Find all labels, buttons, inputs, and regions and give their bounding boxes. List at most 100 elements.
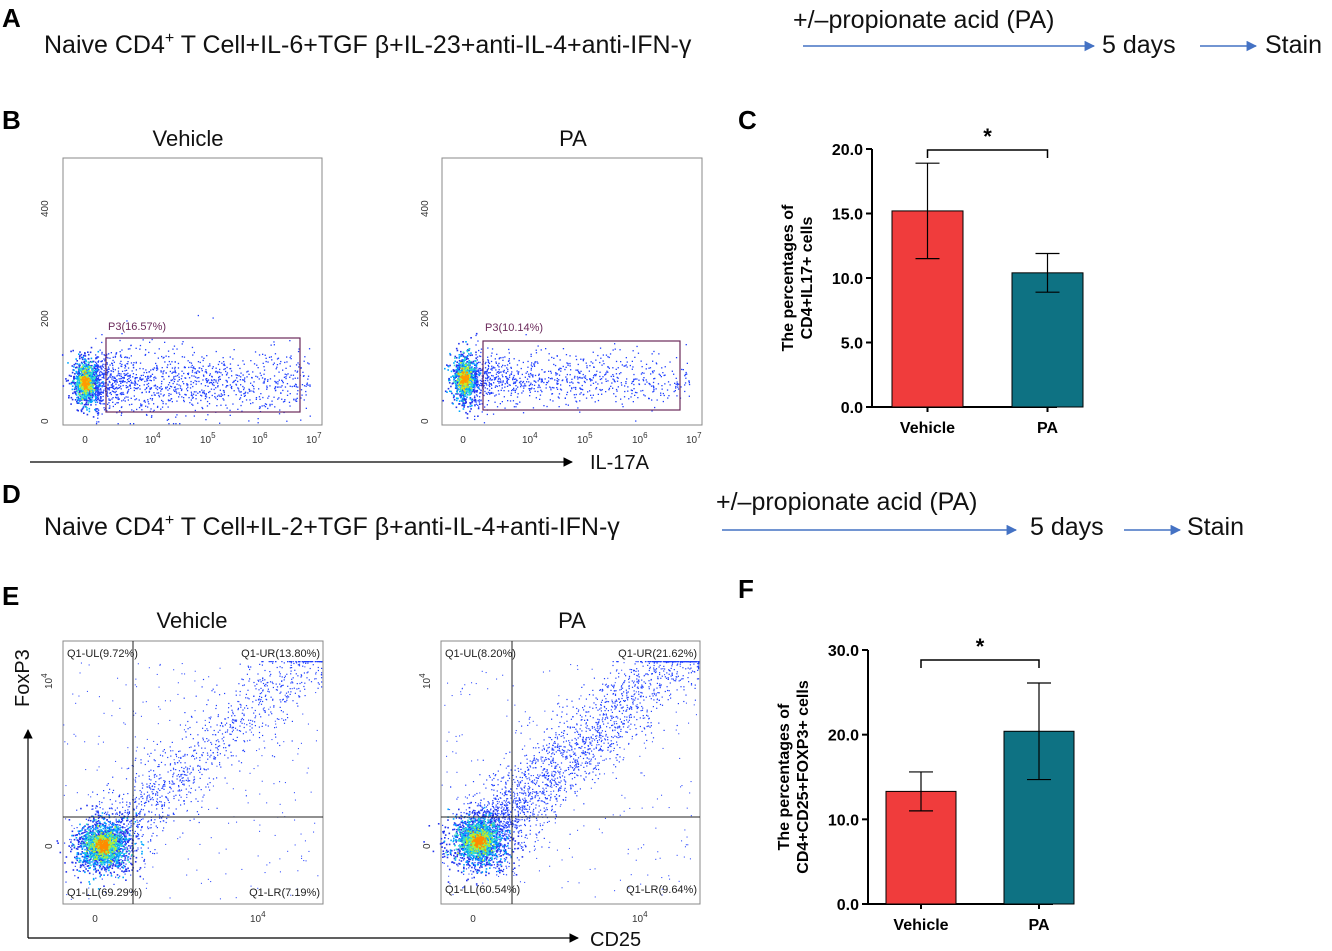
event-dot — [579, 411, 581, 413]
event-dot — [153, 385, 155, 387]
event-dot — [209, 756, 211, 758]
event-dot — [534, 390, 536, 392]
event-dot — [535, 349, 537, 351]
event-dot — [550, 389, 552, 391]
event-dot — [465, 382, 467, 385]
event-dot — [115, 818, 117, 820]
event-dot — [103, 382, 105, 384]
event-dot — [104, 363, 106, 366]
event-dot — [101, 413, 103, 415]
event-dot — [260, 698, 262, 701]
event-dot — [150, 788, 152, 790]
event-dot — [517, 373, 519, 375]
event-dot — [494, 358, 496, 360]
event-dot — [219, 375, 221, 378]
event-dot — [95, 354, 97, 356]
event-dot — [469, 375, 471, 378]
event-dot — [512, 400, 515, 402]
event-dot — [120, 388, 122, 390]
event-dot — [510, 366, 512, 369]
event-dot — [478, 388, 481, 390]
event-dot — [166, 366, 168, 369]
event-dot — [202, 710, 204, 712]
event-dot — [87, 377, 89, 380]
event-dot — [179, 794, 181, 796]
event-dot — [135, 835, 137, 837]
event-dot — [594, 374, 596, 376]
event-dot — [117, 423, 119, 425]
event-dot — [466, 361, 468, 363]
event-dot — [81, 362, 83, 365]
event-dot — [99, 349, 101, 351]
event-dot — [470, 408, 472, 410]
event-dot — [103, 383, 105, 386]
event-dot — [178, 373, 180, 375]
event-dot — [632, 366, 634, 368]
event-dot — [100, 398, 102, 400]
event-dot — [89, 388, 91, 390]
event-dot — [162, 755, 164, 757]
event-dot — [140, 791, 143, 793]
event-dot — [107, 357, 109, 359]
event-dot — [119, 380, 121, 382]
event-dot — [96, 368, 98, 371]
event-dot — [458, 382, 461, 384]
event-dot — [82, 392, 84, 394]
event-dot — [207, 365, 210, 367]
event-dot — [203, 768, 205, 770]
event-dot — [67, 362, 69, 364]
event-dot — [653, 370, 655, 372]
event-dot — [96, 380, 99, 382]
event-dot — [171, 361, 173, 363]
event-dot — [111, 803, 113, 805]
event-dot — [193, 755, 195, 757]
event-dot — [94, 388, 97, 390]
event-dot — [289, 356, 291, 359]
event-dot — [460, 355, 463, 357]
protocol-d-cd4: Naive CD4 — [44, 513, 165, 541]
event-dot — [478, 374, 481, 377]
event-dot — [287, 373, 289, 375]
event-dot — [241, 712, 243, 714]
event-dot — [456, 361, 458, 363]
event-dot — [279, 363, 281, 365]
event-dot — [513, 378, 515, 380]
event-dot — [274, 353, 277, 355]
event-dot — [282, 684, 284, 686]
event-dot — [179, 393, 181, 396]
event-dot — [520, 383, 522, 385]
event-dot — [574, 396, 576, 399]
event-dot — [150, 369, 152, 371]
protocol-a-rest: T Cell+IL-6+TGF β+IL-23+anti-IL-4+anti-I… — [174, 31, 692, 59]
event-dot — [125, 374, 127, 376]
event-dot — [130, 826, 132, 828]
event-dot — [121, 380, 123, 382]
event-dot — [522, 381, 524, 384]
event-dot — [491, 352, 493, 354]
event-dot — [216, 382, 219, 384]
event-dot — [274, 386, 277, 388]
event-dot — [95, 378, 97, 380]
event-dot — [278, 379, 280, 381]
event-dot — [155, 377, 157, 379]
event-dot — [456, 399, 458, 402]
event-dot — [85, 363, 87, 365]
event-dot — [139, 362, 142, 364]
event-dot — [195, 757, 198, 759]
x-tick-1e4: 104 — [522, 431, 538, 446]
event-dot — [82, 406, 85, 409]
event-dot — [530, 382, 532, 384]
event-dot — [104, 385, 106, 387]
event-dot — [210, 726, 212, 728]
event-dot — [236, 729, 238, 731]
event-dot — [87, 357, 90, 360]
event-dot — [602, 376, 604, 378]
event-dot — [602, 354, 604, 356]
event-dot — [213, 379, 215, 381]
event-dot — [449, 364, 451, 367]
event-dot — [120, 382, 122, 384]
event-dot — [87, 382, 89, 384]
event-dot — [285, 367, 287, 369]
event-dot — [113, 377, 115, 379]
